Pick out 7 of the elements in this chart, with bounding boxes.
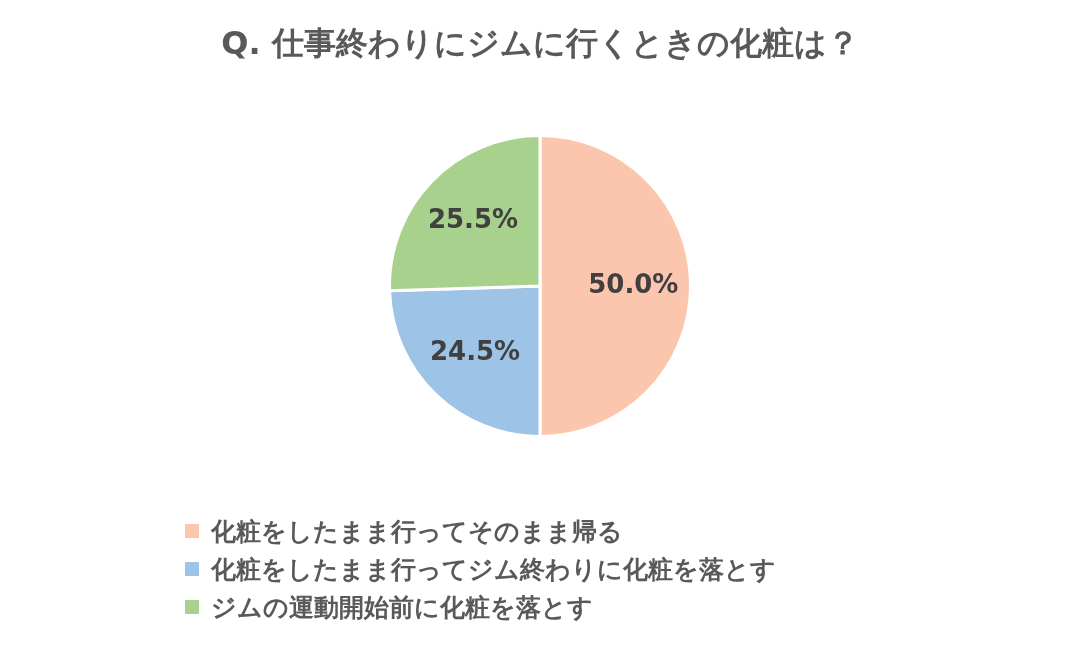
legend-label: ジムの運動開始前に化粧を落とす [211,591,593,624]
data-label: 25.5% [427,203,519,234]
legend-label: 化粧をしたまま行ってジム終わりに化粧を落とす [211,553,776,586]
chart-title: Q. 仕事終わりにジムに行くときの化粧は？ [220,23,860,64]
legend-label: 化粧をしたまま行ってそのまま帰る [211,515,623,548]
data-label: 24.5% [429,335,521,366]
data-label: 50.0% [588,268,679,299]
